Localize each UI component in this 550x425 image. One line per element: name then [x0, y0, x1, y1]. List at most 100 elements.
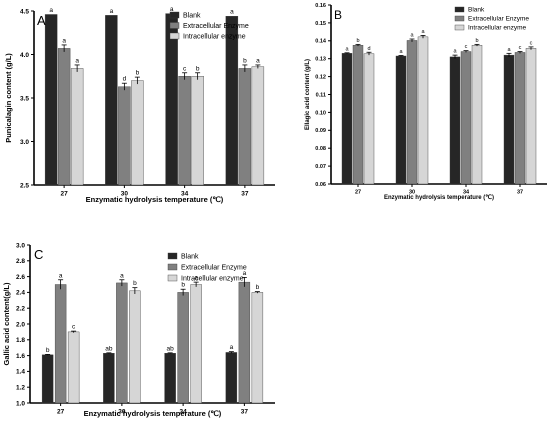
significance-letter: a — [230, 9, 234, 16]
significance-letter: b — [136, 70, 140, 77]
bar — [165, 13, 178, 186]
y-tick-label: 0.11 — [316, 92, 326, 98]
significance-letter: b — [356, 38, 359, 44]
y-tick-label: 1.6 — [16, 353, 25, 360]
significance-letter: c — [183, 65, 187, 72]
x-axis-title: Enzymatic hydrolysis temperature (℃) — [84, 409, 222, 418]
significance-letter: a — [507, 47, 511, 53]
significance-letter: b — [243, 57, 247, 64]
bar — [178, 76, 191, 186]
significance-letter: c — [72, 324, 76, 331]
significance-letter: ab — [167, 345, 175, 352]
panel-label: A — [37, 13, 46, 28]
bar — [54, 284, 67, 404]
significance-letter: a — [62, 37, 66, 44]
bar — [129, 290, 141, 404]
y-tick-label: 0.13 — [315, 57, 326, 63]
panel-b: 0.06 0.07 0.08 0.09 0.10 0.11 0.12 0.13 0.14 0.15… — [305, 3, 547, 201]
legend-swatch — [454, 24, 465, 31]
legend-swatch — [167, 252, 178, 260]
y-tick-label: 0.06 — [315, 182, 326, 188]
legend-label: Intracellular enzyme — [181, 276, 244, 283]
bar — [191, 76, 204, 186]
significance-letter: a — [345, 46, 349, 52]
x-tick-label: 37 — [241, 191, 249, 198]
bar — [238, 68, 252, 186]
y-tick-label: 1.0 — [16, 400, 25, 407]
panel-label: B — [334, 8, 342, 22]
bar — [406, 40, 418, 185]
legend-swatch — [169, 11, 180, 19]
bar — [131, 80, 144, 186]
bar — [225, 352, 238, 404]
bar — [503, 54, 515, 185]
x-tick-label: 30 — [121, 191, 129, 198]
x-tick-label: 34 — [463, 190, 470, 196]
x-tick-label: 34 — [180, 409, 188, 416]
legend: Blank Extracellular Enzyme Intracellular e… — [454, 6, 529, 32]
bar — [460, 51, 472, 185]
y-axis-title: Ellagic acid content (g/L) — [305, 59, 311, 130]
bar — [471, 45, 483, 185]
significance-letter: ab — [105, 345, 113, 352]
significance-letter: c — [465, 44, 468, 50]
bar — [251, 292, 264, 404]
legend-label: Intracellular enzyme — [183, 34, 246, 41]
significance-letter: b — [46, 347, 50, 354]
y-tick-label: 0.15 — [315, 21, 326, 27]
significance-letter: a — [421, 29, 425, 35]
significance-letter: d — [123, 76, 127, 83]
bar — [118, 86, 131, 186]
bar — [41, 354, 54, 404]
bar — [251, 66, 265, 186]
x-tick-label: 27 — [61, 191, 69, 198]
significance-letter: b — [256, 284, 260, 291]
y-tick-label: 0.16 — [315, 3, 326, 9]
y-axis-title: Gallic acid content(g/L) — [2, 282, 11, 365]
panel-c: 1.0 1.2 1.4 1.6 1.8 2.0 2.2 2.4 2.6 2.8 3.0 27 b a c 30… — [2, 242, 275, 418]
y-tick-label: 2.6 — [16, 274, 25, 281]
legend: Blank Extracellular Enzyme Intracellular e… — [169, 11, 249, 41]
bar — [225, 16, 239, 186]
legend-swatch — [454, 6, 465, 13]
x-axis-title: Enzymatic hydrolysis temperature (℃) — [86, 195, 224, 204]
significance-letter: b — [475, 38, 478, 44]
legend-label: Blank — [183, 13, 201, 20]
significance-letter: a — [256, 57, 260, 64]
x-tick-label: 37 — [517, 190, 523, 196]
legend-label: Extracellular Enzyme — [183, 23, 249, 30]
significance-letter: a — [243, 270, 247, 277]
legend-label: Extracellular Enzyme — [181, 265, 247, 272]
bar — [341, 53, 353, 185]
y-tick-label: 3.0 — [16, 242, 25, 249]
significance-letter: c — [519, 45, 522, 51]
significance-letter: a — [453, 49, 457, 55]
bar — [449, 56, 461, 185]
x-tick-label: 37 — [241, 409, 249, 416]
legend-swatch — [454, 15, 465, 22]
y-tick-label: 2.8 — [16, 258, 25, 265]
y-tick-label: 4.0 — [20, 52, 29, 59]
legend-label: Blank — [181, 254, 199, 261]
bar — [363, 53, 375, 185]
y-axis-title: Punicalagin content (g/L) — [4, 53, 13, 143]
significance-letter: a — [410, 33, 414, 39]
y-tick-label: 2.5 — [20, 182, 29, 189]
bar — [103, 353, 115, 404]
significance-letter: a — [170, 6, 174, 13]
x-tick-label: 30 — [118, 409, 126, 416]
bar — [116, 282, 128, 404]
bar — [395, 55, 407, 185]
significance-letter: b — [181, 282, 185, 289]
legend-swatch — [167, 274, 178, 282]
legend-label: Blank — [468, 7, 485, 14]
legend-swatch — [169, 32, 180, 40]
bar — [67, 331, 80, 404]
bar — [105, 15, 118, 186]
y-tick-label: 3.0 — [20, 139, 29, 146]
significance-letter: a — [49, 7, 53, 14]
bar — [417, 36, 429, 185]
x-tick-label: 27 — [57, 409, 65, 416]
